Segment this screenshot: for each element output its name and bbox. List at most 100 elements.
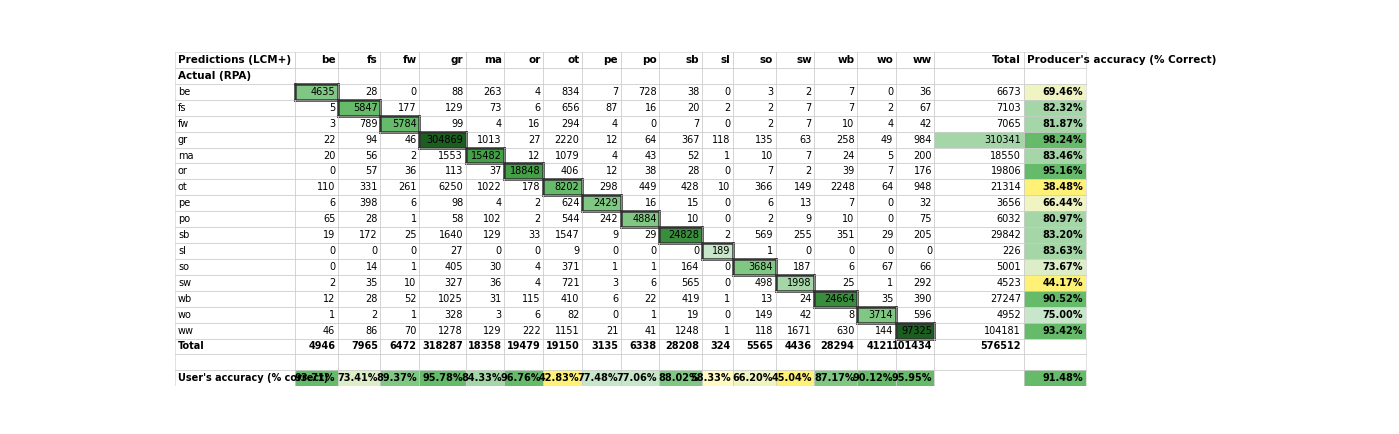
Text: 16: 16 [529,118,540,129]
Bar [418,52,466,68]
Bar [895,179,935,195]
Bar [814,322,856,339]
Text: 77.06%: 77.06% [617,373,658,383]
Bar [295,52,337,68]
Text: 0: 0 [806,246,811,256]
Text: 66: 66 [919,262,932,272]
Bar [659,307,702,322]
Text: Total: Total [992,55,1021,65]
Bar [1024,339,1086,355]
Bar [814,243,856,259]
Bar [621,243,659,259]
Text: 14: 14 [365,262,378,272]
Text: 226: 226 [1003,246,1021,256]
Text: 6: 6 [611,294,618,304]
Bar [1024,179,1086,195]
Text: 24664: 24664 [824,294,855,304]
Bar [543,243,582,259]
Bar [621,52,659,68]
Bar [935,275,1024,291]
Text: 2: 2 [372,309,378,320]
Bar [775,355,814,370]
Text: pe: pe [178,198,190,208]
Bar [582,179,621,195]
Bar [504,164,543,179]
Bar [935,227,1024,243]
Text: 390: 390 [914,294,932,304]
Bar [621,370,659,386]
Text: 2: 2 [806,166,811,177]
Text: 42.83%: 42.83% [539,373,579,383]
Bar [733,243,775,259]
Bar [418,370,466,386]
Text: 4946: 4946 [308,342,336,352]
Bar [175,68,295,84]
Text: 13: 13 [761,294,774,304]
Text: sw: sw [796,55,811,65]
Bar [504,179,543,195]
Text: 96.76%: 96.76% [501,373,540,383]
Text: 178: 178 [522,182,540,192]
Bar [295,370,337,386]
Text: sb: sb [686,55,700,65]
Text: ma: ma [178,151,193,161]
Text: 15482: 15482 [471,151,502,161]
Bar [659,100,702,116]
Bar [543,307,582,322]
Text: 46: 46 [404,135,417,145]
Text: 0: 0 [372,246,378,256]
Bar [935,291,1024,307]
Bar [418,132,466,148]
Bar [895,132,935,148]
Bar [856,322,895,339]
Bar [814,291,856,307]
Bar [175,355,295,370]
Text: 449: 449 [638,182,658,192]
Text: be: be [178,87,190,97]
Bar [175,275,295,291]
Bar [418,307,466,322]
Bar [856,211,895,227]
Bar [733,68,775,84]
Text: 328: 328 [445,309,463,320]
Bar [733,100,775,116]
Bar [814,339,856,355]
Text: 565: 565 [681,278,700,288]
Text: 405: 405 [445,262,463,272]
Bar [418,259,466,275]
Text: 83.46%: 83.46% [1042,151,1083,161]
Text: 318287: 318287 [422,342,463,352]
Bar [895,322,935,339]
Text: 7: 7 [848,87,855,97]
Bar [621,179,659,195]
Text: 292: 292 [914,278,932,288]
Text: 8202: 8202 [554,182,579,192]
Bar [504,132,543,148]
Bar [504,307,543,322]
Text: 656: 656 [561,103,579,113]
Bar [856,339,895,355]
Text: 1: 1 [410,214,417,224]
Text: 721: 721 [561,278,579,288]
Bar [418,148,466,164]
Bar [856,100,895,116]
Bar [775,275,814,291]
Bar [504,291,543,307]
Bar [175,52,295,68]
Bar [856,355,895,370]
Text: 12: 12 [606,135,618,145]
Text: 83.63%: 83.63% [1042,246,1083,256]
Text: 24828: 24828 [669,230,700,240]
Bar [1024,84,1086,100]
Bar [1024,195,1086,211]
Text: 1: 1 [611,262,618,272]
Text: 41: 41 [645,326,658,335]
Bar [504,275,543,291]
Bar [543,339,582,355]
Text: wb: wb [178,294,192,304]
Text: 1671: 1671 [788,326,811,335]
Bar [659,116,702,132]
Bar [466,370,504,386]
Bar [1024,100,1086,116]
Text: ot: ot [567,55,579,65]
